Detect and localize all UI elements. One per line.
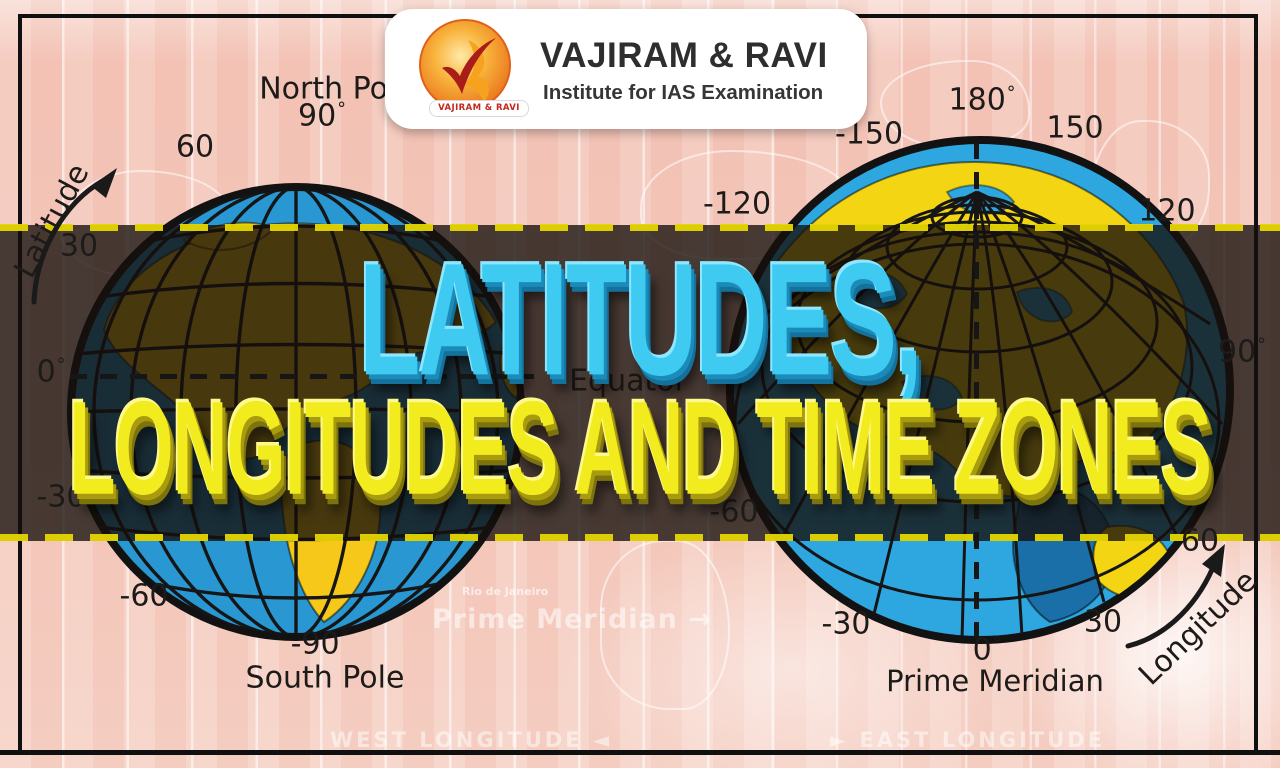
latitude-60-label: 60 xyxy=(175,129,215,165)
latitude-minus60-label: -60 xyxy=(119,578,169,614)
degree-sign: ° xyxy=(1257,335,1266,356)
background-rio-label: Rio de Janeiro xyxy=(462,585,549,598)
band-dashed-border-top xyxy=(0,224,1280,231)
degree-sign: ° xyxy=(56,355,66,376)
background-prime-meridian-label: Prime Meridian → xyxy=(432,604,713,635)
latitude-90-value: 90 xyxy=(298,98,337,134)
background-west-longitude-label: WEST LONGITUDE ◄ xyxy=(330,728,612,752)
latitude-30-label: 30 xyxy=(59,228,99,264)
latitude-minus90-label: -90° xyxy=(291,627,350,662)
longitude-minus60-label: -60 xyxy=(709,494,759,530)
longitude-120-label: 120 xyxy=(1138,193,1196,229)
south-pole-label: South Pole xyxy=(245,660,405,696)
equator-dashed-line xyxy=(70,374,534,379)
latitude-90-label: 90° xyxy=(298,99,346,134)
longitude-30-label: 30 xyxy=(1083,604,1123,640)
longitude-150-label: 150 xyxy=(1046,110,1104,146)
latitude-arrow-icon xyxy=(31,168,117,305)
degree-sign: ° xyxy=(340,627,350,648)
banner-title-line1: LATITUDES, xyxy=(359,230,922,410)
brand-logo-ribbon: VAJIRAM & RAVI xyxy=(429,100,529,117)
latitude-minus90-value: -90 xyxy=(290,626,340,662)
latitude-minus30-label: -30 xyxy=(36,479,86,515)
longitude-180-value: 180 xyxy=(948,82,1006,118)
brand-logo-icon xyxy=(419,19,511,111)
prime-meridian-dashed-line xyxy=(974,142,979,644)
title-band xyxy=(0,225,1280,541)
degree-sign: ° xyxy=(992,633,1002,654)
banner-title-line2: LONGITUDES AND TIME ZONES xyxy=(69,374,1212,524)
prime-meridian-label: Prime Meridian xyxy=(886,664,1104,698)
latitude-0-value: 0 xyxy=(36,354,56,390)
longitude-minus120-label: -120 xyxy=(702,186,772,222)
band-dashed-border-bottom xyxy=(0,534,1280,541)
brand-logo-card: VAJIRAM & RAVI VAJIRAM & RAVI Institute … xyxy=(385,9,867,129)
longitude-arrow-icon xyxy=(1125,544,1225,649)
background-east-longitude-label: ► EAST LONGITUDE xyxy=(830,728,1106,752)
brand-tagline: Institute for IAS Examination xyxy=(543,81,824,104)
longitude-0-value: 0 xyxy=(972,632,992,668)
latitude-0-label: 0° xyxy=(37,355,66,390)
brand-name: VAJIRAM & RAVI xyxy=(540,36,828,75)
longitude-90-value: 90 xyxy=(1218,334,1257,370)
longitude-90-label: 90° xyxy=(1218,335,1266,370)
equator-label: Equator xyxy=(569,363,687,399)
longitude-180-label: 180° xyxy=(949,83,1016,118)
longitude-minus30-label: -30 xyxy=(821,606,871,642)
degree-sign: ° xyxy=(337,99,346,120)
map-frame-bottom xyxy=(0,750,1280,755)
degree-sign: ° xyxy=(1006,83,1016,104)
longitude-60-label: 60 xyxy=(1180,523,1220,559)
longitude-0-label: 0° xyxy=(973,633,1002,668)
